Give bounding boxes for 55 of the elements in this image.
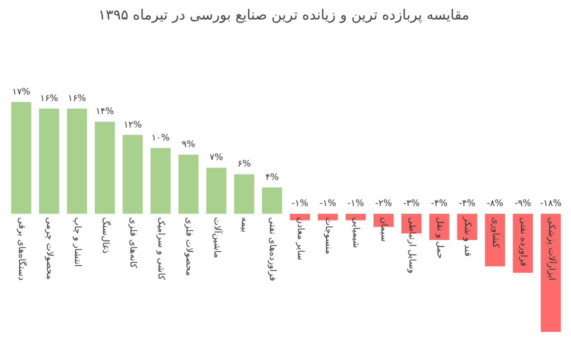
data-label: ۱۷% bbox=[12, 87, 31, 98]
data-label: ۴% bbox=[265, 172, 280, 183]
data-label: -۱% bbox=[347, 199, 364, 210]
data-label: ۱۶% bbox=[40, 94, 59, 104]
x-tick-label: انتشار و چاپ bbox=[72, 217, 82, 267]
x-tick-label: ذغال‌سنگ bbox=[100, 217, 112, 254]
x-tick-label: محصولات فلزی bbox=[183, 217, 194, 276]
chart-title: مقایسه پربازده ترین و زیانده ترین صنایع بورسی در تیرماه ۱۳۹۵ bbox=[98, 8, 470, 24]
bar bbox=[512, 214, 533, 273]
x-tick-label: حمل و نقل bbox=[434, 217, 444, 259]
data-label: ۱۲% bbox=[124, 120, 142, 130]
data-label: ۹% bbox=[182, 140, 196, 150]
x-tick-label: کاشی و سرامیک bbox=[156, 217, 166, 281]
data-label: -۱% bbox=[319, 199, 337, 210]
bar bbox=[122, 134, 143, 214]
data-label: -۱۸% bbox=[540, 199, 562, 210]
bar bbox=[262, 187, 282, 214]
data-label: ۷% bbox=[210, 153, 224, 164]
x-tick-label: سیمان bbox=[378, 217, 389, 242]
data-label: ۱۶% bbox=[68, 94, 87, 104]
x-tick-label: وسایل ارتباطی bbox=[406, 217, 416, 274]
data-label: -۳% bbox=[403, 199, 420, 210]
bar bbox=[429, 214, 450, 240]
bar bbox=[94, 122, 115, 214]
x-tick-label: محصولات چرمی bbox=[44, 217, 54, 280]
x-tick-label: کشاوری bbox=[490, 217, 500, 249]
data-label: ۱۰% bbox=[151, 133, 170, 144]
bar bbox=[206, 168, 226, 214]
x-tick-label: بیمه bbox=[239, 217, 250, 232]
data-label: -۸% bbox=[486, 199, 504, 210]
x-tick-label: منسوجات bbox=[322, 217, 333, 254]
data-label: -۲% bbox=[375, 199, 392, 210]
bar bbox=[178, 154, 198, 214]
data-label: ۶% bbox=[238, 160, 252, 170]
data-label: -۹% bbox=[514, 199, 532, 210]
x-tick-label: فراورده نفتی bbox=[518, 217, 528, 266]
data-label: ۱۴% bbox=[96, 107, 114, 118]
bar bbox=[485, 214, 506, 266]
data-label: -۴% bbox=[430, 199, 448, 210]
x-tick-label: ماشین‌آلات bbox=[211, 217, 224, 258]
bar bbox=[66, 108, 87, 214]
x-tick-label: فراورده‌های نفتی bbox=[267, 217, 278, 281]
x-tick-label: شیمیایی bbox=[350, 217, 361, 248]
x-tick-label: دستگاه‌های برقی bbox=[16, 217, 28, 281]
bar bbox=[234, 174, 254, 214]
bar bbox=[11, 102, 32, 214]
bar bbox=[150, 148, 171, 214]
x-tick-label: سایر معادن bbox=[294, 217, 305, 260]
data-label: -۴% bbox=[458, 199, 476, 210]
x-tick-label: ابزارآلات پزشکی bbox=[546, 217, 558, 280]
bar bbox=[39, 108, 60, 214]
x-tick-label: کانه‌های فلزی bbox=[128, 217, 138, 269]
data-label: -۱% bbox=[292, 199, 309, 210]
x-tick-label: قند و شکر bbox=[462, 216, 472, 256]
bar bbox=[540, 214, 561, 332]
